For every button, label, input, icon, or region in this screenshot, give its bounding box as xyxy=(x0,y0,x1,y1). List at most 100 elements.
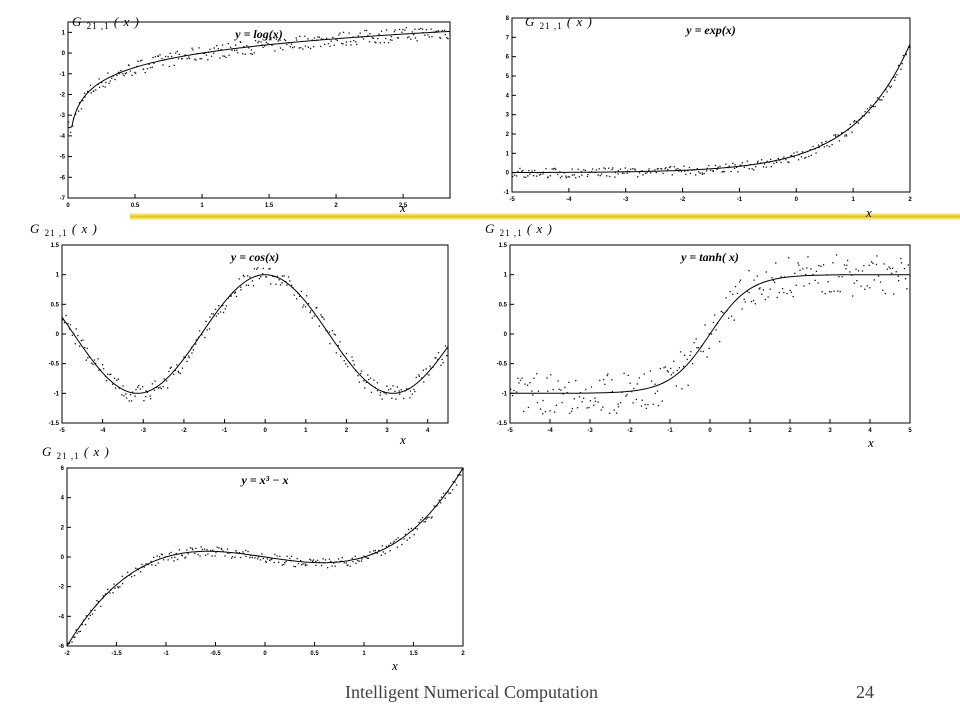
data-point xyxy=(817,282,819,284)
x-tick-label: -4 xyxy=(547,428,553,434)
data-point xyxy=(430,28,432,30)
data-point xyxy=(511,395,514,397)
data-point xyxy=(560,389,562,391)
data-point xyxy=(732,293,734,295)
y-tick-label: 4 xyxy=(61,496,65,502)
data-point xyxy=(337,558,340,560)
data-point xyxy=(273,37,275,39)
data-point xyxy=(421,517,424,519)
x-tick-label: 2.5 xyxy=(399,203,408,209)
data-point xyxy=(876,97,879,99)
data-point xyxy=(117,378,119,380)
data-point xyxy=(529,382,531,384)
data-point xyxy=(294,566,297,568)
data-point xyxy=(600,173,603,175)
data-point xyxy=(820,265,822,267)
data-point xyxy=(207,553,209,555)
data-point xyxy=(250,49,253,51)
data-point xyxy=(571,407,573,410)
data-point xyxy=(823,146,825,148)
data-point xyxy=(321,316,323,318)
data-point xyxy=(358,381,360,383)
data-point xyxy=(853,120,856,122)
data-point xyxy=(257,267,259,269)
data-point xyxy=(397,537,399,539)
data-point xyxy=(222,550,224,552)
data-point xyxy=(302,563,304,565)
data-point xyxy=(874,105,876,108)
data-point xyxy=(134,395,136,397)
data-point xyxy=(165,380,168,382)
data-point xyxy=(239,556,242,559)
data-point xyxy=(295,37,297,39)
data-point xyxy=(720,310,722,313)
data-point xyxy=(300,564,303,566)
data-point xyxy=(159,386,161,388)
data-point xyxy=(307,38,309,40)
data-point xyxy=(776,296,778,299)
data-point xyxy=(593,404,595,406)
data-point xyxy=(661,400,663,402)
data-point xyxy=(258,40,260,42)
fitted-curve xyxy=(68,30,451,129)
x-tick-label: 5 xyxy=(908,428,912,434)
data-point xyxy=(110,373,112,375)
data-point xyxy=(181,367,184,369)
data-point xyxy=(276,555,278,557)
data-point xyxy=(722,311,724,314)
data-point xyxy=(328,331,331,333)
data-point xyxy=(761,293,763,295)
data-point xyxy=(787,161,789,163)
data-point xyxy=(304,563,306,565)
data-point xyxy=(63,322,66,324)
data-point xyxy=(84,623,87,626)
data-point xyxy=(266,558,269,560)
data-point xyxy=(235,44,237,46)
data-point xyxy=(217,48,219,50)
data-point xyxy=(103,368,105,370)
data-point xyxy=(719,340,721,343)
data-point xyxy=(109,592,111,594)
x-tick-label: -4 xyxy=(566,197,572,203)
data-point xyxy=(719,165,721,167)
data-point xyxy=(845,134,847,136)
fitted-curve xyxy=(512,43,911,173)
data-point xyxy=(367,557,370,559)
data-point xyxy=(800,156,803,158)
data-point xyxy=(748,291,750,294)
data-point xyxy=(893,293,895,295)
data-point xyxy=(109,373,111,376)
data-point xyxy=(420,519,422,521)
data-point xyxy=(794,272,796,274)
y-tick-label: 1.5 xyxy=(51,243,60,249)
data-point xyxy=(357,559,359,562)
data-point xyxy=(750,300,753,303)
data-point xyxy=(844,135,846,137)
data-point xyxy=(159,54,161,56)
data-point xyxy=(380,554,382,556)
data-point xyxy=(708,164,710,167)
data-point xyxy=(849,271,851,273)
data-point xyxy=(238,278,240,280)
data-point xyxy=(283,275,285,277)
data-point xyxy=(320,564,323,567)
data-point xyxy=(700,350,702,352)
data-point xyxy=(131,391,134,393)
data-point xyxy=(333,562,335,564)
chart-cubic: -2 -1.5 -1 -0.5 0 0.5 1 1.5 2 -6 -4 -2 0 2 4 6 y = x³ − … xyxy=(59,466,466,657)
data-point xyxy=(209,316,211,318)
data-point xyxy=(339,32,341,34)
data-point xyxy=(420,27,422,30)
y-tick-label: 0 xyxy=(62,51,66,57)
data-point xyxy=(738,281,741,283)
data-point xyxy=(706,356,708,358)
data-point xyxy=(401,543,403,546)
data-point xyxy=(431,516,433,518)
data-point xyxy=(275,38,277,40)
data-point xyxy=(151,383,154,385)
data-point xyxy=(289,46,291,48)
data-point xyxy=(300,290,302,293)
data-point xyxy=(757,160,759,162)
data-point xyxy=(109,80,111,82)
data-point xyxy=(413,388,415,391)
